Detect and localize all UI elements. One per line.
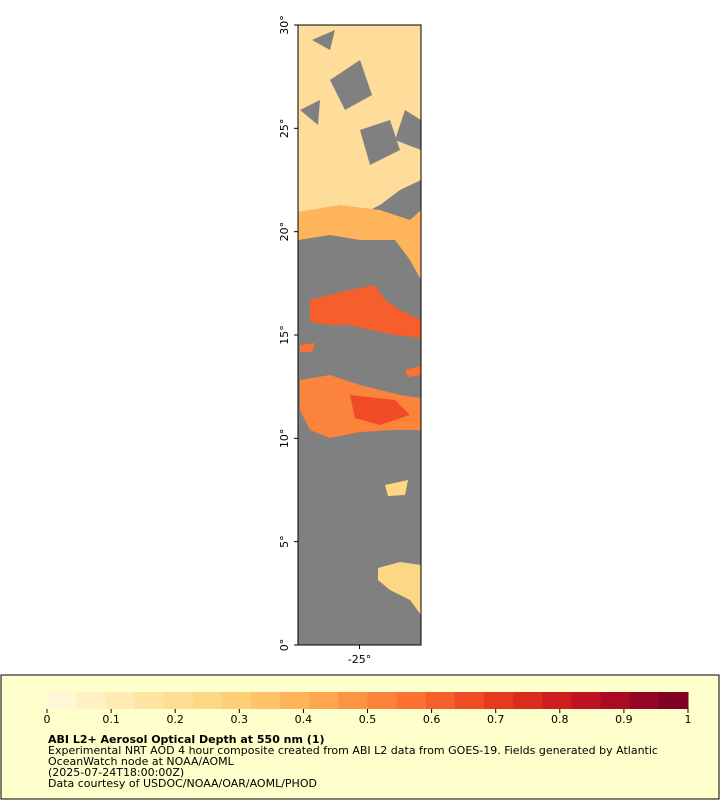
colorbar-swatch bbox=[658, 692, 689, 709]
colorbar-swatch bbox=[542, 692, 572, 709]
colorbar-swatch bbox=[192, 692, 223, 709]
colorbar-tick-label: 0 bbox=[44, 713, 51, 726]
info-line: (2025-07-24T18:00:00Z) bbox=[48, 766, 184, 779]
colorbar-swatch bbox=[600, 692, 631, 709]
cloud-area bbox=[300, 30, 400, 165]
aerosol-area bbox=[350, 395, 410, 425]
colorbar-swatch bbox=[309, 692, 339, 709]
aerosol-area bbox=[298, 205, 421, 280]
colorbar-swatch bbox=[454, 692, 485, 709]
colorbar-swatch bbox=[338, 692, 368, 709]
colorbar-swatch bbox=[250, 692, 281, 709]
colorbar-swatch bbox=[76, 692, 106, 709]
colorbar-tick-label: 0.4 bbox=[295, 713, 313, 726]
colorbar-tick-label: 0.5 bbox=[359, 713, 377, 726]
lat-tick-label: 30° bbox=[278, 15, 291, 35]
lat-tick-label: 0° bbox=[278, 639, 291, 652]
info-line: Experimental NRT AOD 4 hour composite cr… bbox=[48, 744, 658, 757]
colorbar-swatch bbox=[425, 692, 456, 709]
colorbar-tick-label: 0.1 bbox=[102, 713, 120, 726]
info-line: OceanWatch node at NOAA/AOML bbox=[48, 755, 235, 768]
colorbar-swatch bbox=[280, 692, 310, 709]
colorbar-tick-label: 0.9 bbox=[615, 713, 633, 726]
lat-tick-label: 10° bbox=[278, 429, 291, 449]
colorbar-swatch bbox=[484, 692, 514, 709]
colorbar-tick-label: 0.7 bbox=[487, 713, 505, 726]
colorbar-swatch bbox=[629, 692, 660, 709]
title: ABI L2+ Aerosol Optical Depth at 550 nm … bbox=[48, 733, 325, 746]
colorbar-swatch bbox=[396, 692, 427, 709]
info-line: Data courtesy of USDOC/NOAA/OAR/AOML/PHO… bbox=[48, 777, 317, 790]
axes: 0° 5° 10° 15° 20° 25° 30° -25° bbox=[278, 15, 371, 666]
aerosol-area bbox=[298, 25, 421, 225]
info: ABI L2+ Aerosol Optical Depth at 550 nm … bbox=[48, 733, 658, 790]
colorbar-swatch bbox=[163, 692, 194, 709]
aerosol-area bbox=[300, 343, 421, 377]
colorbar-tick-label: 0.8 bbox=[551, 713, 569, 726]
colorbar-tick-label: 0.6 bbox=[423, 713, 441, 726]
colorbar-tick-label: 1 bbox=[685, 713, 692, 726]
aerosol-area bbox=[310, 285, 421, 338]
lon-tick-label: -25° bbox=[348, 653, 371, 666]
colorbar-swatch bbox=[221, 692, 252, 709]
colorbar-swatch bbox=[571, 692, 602, 709]
lat-tick-label: 25° bbox=[278, 119, 291, 139]
colorbar-swatch bbox=[367, 692, 398, 709]
colorbar: 0 0.1 0.2 0.3 0.4 0.5 0.6 0.7 0.8 0.9 1 bbox=[44, 692, 692, 726]
colorbar-swatch bbox=[105, 692, 135, 709]
colorbar-tick-label: 0.2 bbox=[166, 713, 184, 726]
lat-tick-label: 20° bbox=[278, 222, 291, 242]
aerosol-area bbox=[378, 480, 421, 615]
colorbar-swatch bbox=[134, 692, 165, 709]
colorbar-swatch bbox=[513, 692, 543, 709]
colorbar-tick-label: 0.3 bbox=[231, 713, 249, 726]
lat-tick-label: 15° bbox=[278, 325, 291, 345]
colorbar-swatch bbox=[47, 692, 77, 709]
lat-tick-label: 5° bbox=[278, 535, 291, 548]
map-image bbox=[298, 25, 421, 645]
